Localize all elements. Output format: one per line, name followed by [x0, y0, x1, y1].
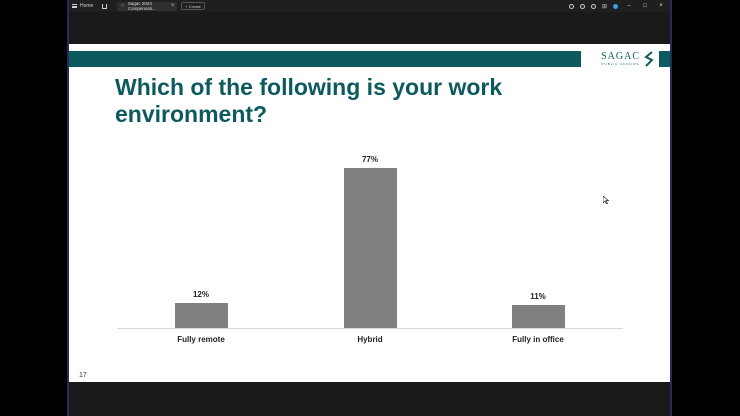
- tab-title: Sagac 2024 Compensati...: [127, 1, 156, 11]
- minimize-icon[interactable]: –: [627, 3, 631, 9]
- document-tab[interactable]: ☆ Sagac 2024 Compensati... ×: [117, 1, 178, 11]
- create-button[interactable]: + Create: [181, 2, 205, 10]
- bar-value-label: 77%: [361, 155, 378, 164]
- category-label: Hybrid: [357, 335, 383, 344]
- logo-mark-icon: [644, 51, 654, 67]
- presentation-slide: SAGAC PUBLIC AFFAIRS Which of the follow…: [69, 44, 670, 382]
- home-label: Home: [80, 3, 94, 9]
- close-tab-icon[interactable]: ×: [170, 3, 175, 9]
- bar-value-label: 11%: [530, 292, 546, 302]
- home-icon: [102, 3, 108, 9]
- top-bar-actions: ⊞ – □ ×: [568, 3, 670, 10]
- help-icon[interactable]: [568, 3, 574, 9]
- settings-icon[interactable]: [590, 3, 596, 9]
- plus-icon: +: [185, 3, 189, 9]
- window-border-left: [67, 0, 69, 416]
- chart-bar: [174, 303, 228, 328]
- star-icon[interactable]: ☆: [120, 3, 125, 9]
- category-label: Fully in office: [512, 335, 564, 344]
- category-label: Fully remote: [177, 335, 225, 344]
- create-label: Create: [188, 3, 201, 9]
- chart-bar: [511, 305, 565, 328]
- logo-subtext: PUBLIC AFFAIRS: [601, 62, 640, 66]
- mouse-cursor-icon: [603, 196, 609, 204]
- window-border-right: [670, 0, 672, 416]
- grid-icon[interactable]: ⊞: [601, 3, 607, 10]
- bar-value-label: 12%: [192, 290, 209, 300]
- company-logo: SAGAC PUBLIC AFFAIRS: [583, 48, 659, 70]
- chart-bar: [343, 168, 397, 328]
- home-button[interactable]: [96, 0, 113, 12]
- avatar[interactable]: [613, 3, 618, 9]
- viewer-top-margin: [69, 12, 670, 44]
- slide-header-bar: [69, 51, 581, 67]
- maximize-icon[interactable]: □: [643, 3, 647, 9]
- chart-baseline: [117, 328, 623, 329]
- hamburger-icon: [72, 4, 77, 8]
- window-close-icon[interactable]: ×: [659, 3, 663, 9]
- menu-button[interactable]: Home: [69, 0, 96, 12]
- viewer-bottom-margin: [69, 382, 670, 416]
- bar-chart: 12% Fully remote 77% Hybrid 11% Fully in offi…: [69, 44, 670, 382]
- page-number: 17: [79, 372, 87, 379]
- app-top-bar: Home ☆ Sagac 2024 Compensati... × + Crea…: [69, 0, 670, 12]
- notification-icon[interactable]: [579, 3, 585, 9]
- slide-header-tail: [659, 51, 670, 67]
- slide-title: Which of the following is your work envi…: [115, 74, 503, 127]
- logo-wordmark: SAGAC PUBLIC AFFAIRS: [601, 51, 640, 67]
- logo-text: SAGAC: [601, 51, 640, 62]
